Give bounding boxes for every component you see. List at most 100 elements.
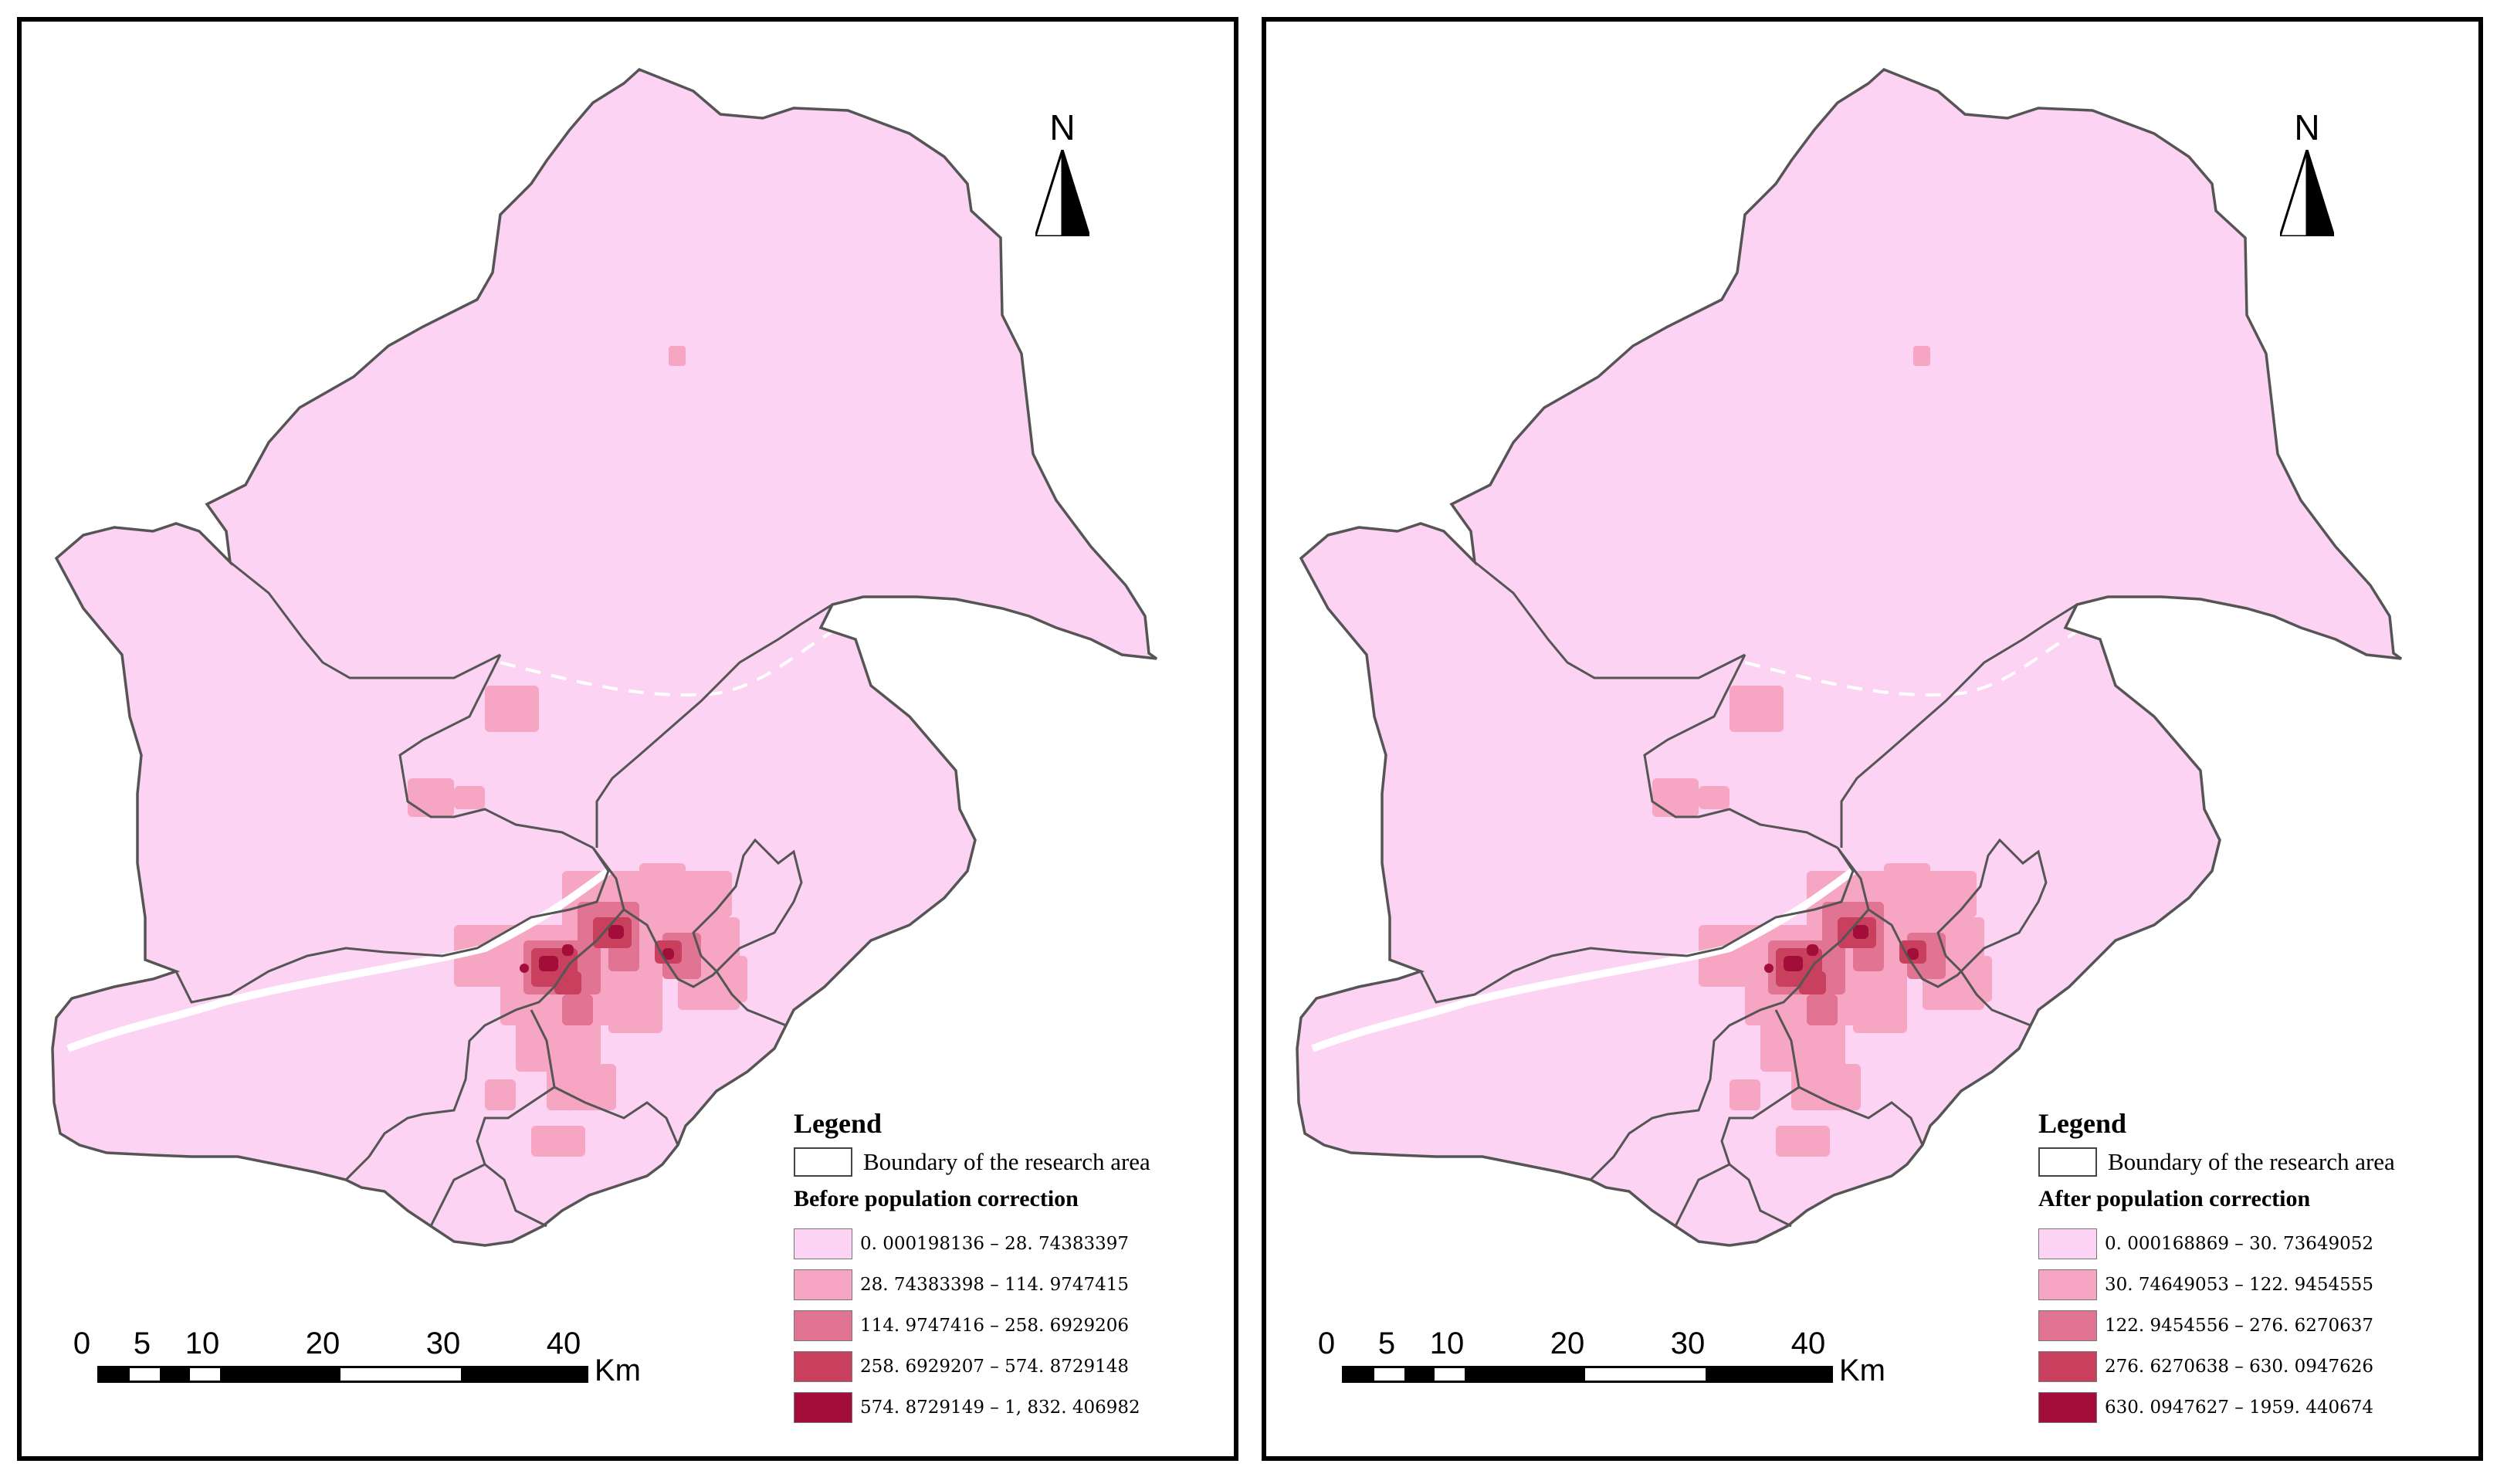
north-label: N: [2294, 107, 2320, 147]
district-boundary: [229, 561, 501, 679]
density-class-5-patch: [1784, 956, 1803, 971]
scale-label: 5: [1377, 1326, 1396, 1360]
scale-label: 30: [1670, 1326, 1706, 1360]
research-area-boundary: [1296, 67, 2403, 1247]
legend-class-row: 28. 74383398 – 114. 9747415: [794, 1264, 1150, 1305]
density-class-5-patch: [1764, 964, 1774, 973]
density-class-5-patch: [662, 948, 674, 960]
district-boundary: [429, 1163, 486, 1227]
density-class-5-patch: [608, 925, 624, 939]
research-area-boundary: [51, 67, 1158, 1247]
class-swatch: [794, 1350, 852, 1382]
legend-class-row: 0. 000198136 – 28. 74383397: [794, 1223, 1150, 1264]
class-label: 0. 000198136 – 28. 74383397: [860, 1233, 1130, 1254]
class-label: 630. 0947627 – 1959. 440674: [2105, 1397, 2374, 1418]
class-label: 0. 000168869 – 30. 73649052: [2105, 1233, 2374, 1254]
scale-bar: [97, 1366, 588, 1383]
legend-class-row: 574. 8729149 – 1, 832. 406982: [794, 1387, 1150, 1428]
district-boundary: [174, 847, 610, 1004]
density-class-2-patch: [1913, 346, 1930, 366]
density-class-5-patch: [539, 956, 558, 971]
density-class-2-patch: [531, 1126, 585, 1157]
river: [66, 867, 611, 1052]
district-boundary: [398, 654, 594, 849]
legend-class-row: 258. 6929207 – 574. 8729148: [794, 1346, 1150, 1387]
density-class-2-patch: [485, 1079, 516, 1110]
density-class-2-patch: [454, 786, 485, 809]
density-class-2-patch: [1699, 786, 1729, 809]
density-class-2-patch: [669, 346, 686, 366]
boundary-label: Boundary of the research area: [2108, 1148, 2395, 1175]
density-class-2-patch: [1930, 871, 1977, 917]
class-swatch: [794, 1228, 852, 1259]
district-boundary: [595, 603, 833, 848]
scale-label: 30: [425, 1326, 461, 1360]
scale-label: 5: [133, 1326, 151, 1360]
density-class-2-patch: [408, 778, 454, 817]
scale-label: 10: [185, 1326, 220, 1360]
class-label: 28. 74383398 – 114. 9747415: [860, 1274, 1130, 1295]
density-class-5-patch: [562, 944, 574, 956]
legend: Legend Boundary of the research area Bef…: [794, 1107, 1150, 1428]
density-class-4-patch: [554, 971, 581, 994]
scale-label: 0: [73, 1326, 91, 1360]
map-panel-after: N 0 5 10 20 30 40 Km Legend Boundary of …: [1262, 17, 2483, 1461]
density-class-2-patch: [1652, 778, 1699, 817]
north-arrow-icon: [2280, 150, 2334, 236]
density-class-3-patch: [1807, 994, 1838, 1025]
population-density-map: [51, 67, 1158, 1247]
district-boundary: [591, 838, 803, 988]
legend-boundary-row: Boundary of the research area: [2038, 1147, 2395, 1177]
scale-unit: Km: [595, 1354, 641, 1387]
population-density-map: [1296, 67, 2403, 1247]
density-class-2-patch: [608, 971, 662, 1033]
scale-label: 0: [1317, 1326, 1336, 1360]
scale-label: 20: [305, 1326, 340, 1360]
density-class-2-patch: [686, 871, 732, 917]
class-label: 258. 6929207 – 574. 8729148: [860, 1356, 1130, 1377]
north-arrow-icon: [1035, 150, 1089, 236]
river: [1311, 867, 1855, 1052]
boundary-label: Boundary of the research area: [863, 1148, 1150, 1175]
density-class-5-patch: [1807, 944, 1818, 956]
class-label: 30. 74649053 – 122. 9454555: [2105, 1274, 2374, 1295]
scale-label: 20: [1550, 1326, 1585, 1360]
legend-boundary-row: Boundary of the research area: [794, 1147, 1150, 1177]
density-class-2-patch: [639, 863, 686, 910]
district-boundary: [1798, 1086, 1924, 1146]
legend-class-row: 114. 9747416 – 258. 6929206: [794, 1305, 1150, 1346]
boundary-swatch: [2038, 1147, 2097, 1177]
legend-class-title: After population correction: [2038, 1186, 2311, 1211]
class-swatch: [794, 1391, 852, 1423]
legend-class-row: 30. 74649053 – 122. 9454555: [2038, 1264, 2395, 1305]
research-area-map: [51, 67, 1158, 1247]
district-boundary: [476, 1009, 556, 1228]
density-class-2-patch: [1776, 1126, 1830, 1157]
density-class-5-patch: [520, 964, 529, 973]
density-class-2-patch: [717, 956, 747, 1002]
scale-bar: [1342, 1366, 1833, 1383]
district-boundary: [1944, 954, 2031, 1027]
density-class-2-patch: [1729, 1079, 1760, 1110]
legend-class-title: Before population correction: [794, 1186, 1079, 1211]
legend-title: Legend: [2038, 1108, 2127, 1139]
district-boundary: [1720, 1009, 1801, 1228]
density-class-2-patch: [547, 1064, 616, 1110]
class-swatch: [794, 1310, 852, 1341]
map-panel-before: N 0 5 10 20 30 40 Km Legend Boundary of …: [17, 17, 1238, 1461]
density-class-3-patch: [562, 994, 593, 1025]
district-boundary: [1474, 561, 1746, 679]
district-boundary: [554, 1086, 679, 1146]
class-swatch: [2038, 1350, 2097, 1382]
class-label: 276. 6270638 – 630. 0947626: [2105, 1356, 2374, 1377]
legend-class-row: 0. 000168869 – 30. 73649052: [2038, 1223, 2395, 1264]
legend: Legend Boundary of the research area Aft…: [2038, 1107, 2395, 1428]
class-label: 574. 8729149 – 1, 832. 406982: [860, 1397, 1140, 1418]
density-class-2-patch: [1884, 863, 1930, 910]
scale-unit: Km: [1839, 1354, 1885, 1387]
district-boundary: [1643, 654, 1838, 849]
density-class-2-patch: [485, 686, 539, 732]
density-class-2-patch: [1729, 686, 1784, 732]
scale-labels: 0 5 10 20 30 40: [22, 1326, 794, 1365]
district-boundary: [1674, 1163, 1730, 1227]
